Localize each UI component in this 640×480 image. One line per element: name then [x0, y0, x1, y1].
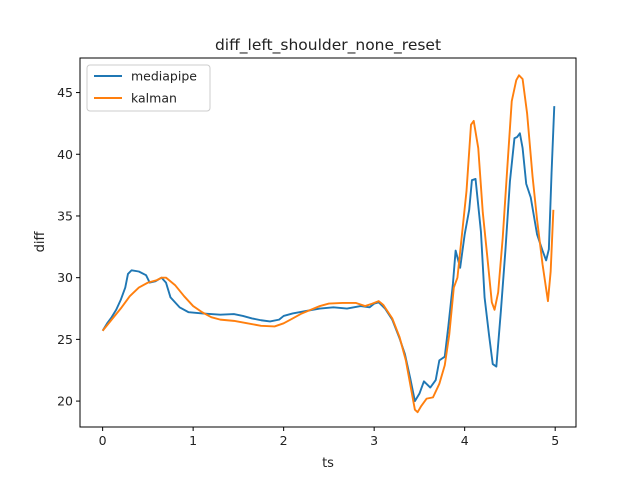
- legend-label-mediapipe: mediapipe: [131, 69, 197, 84]
- x-tick-label: 3: [370, 433, 378, 448]
- y-tick-label: 20: [57, 394, 73, 409]
- x-axis: 0 1 2 3 4 5: [99, 427, 559, 448]
- y-tick-label: 35: [57, 208, 73, 223]
- series-line-kalman: [101, 74, 555, 414]
- x-tick-label: 0: [99, 433, 107, 448]
- y-tick-label: 40: [57, 147, 73, 162]
- plot-frame: [79, 57, 577, 428]
- y-tick-label: 25: [57, 332, 73, 347]
- legend-label-kalman: kalman: [131, 91, 177, 106]
- chart-title: diff_left_shoulder_none_reset: [215, 36, 441, 55]
- y-tick-label: 45: [57, 85, 73, 100]
- legend: mediapipe kalman: [86, 64, 211, 112]
- x-tick-label: 5: [551, 433, 559, 448]
- x-tick-label: 2: [280, 433, 288, 448]
- y-axis-label: diff: [33, 231, 48, 253]
- x-tick-label: 1: [189, 433, 197, 448]
- y-axis: 20 25 30 35 40 45: [57, 85, 80, 409]
- plot-area: [101, 74, 556, 414]
- x-tick-label: 4: [461, 433, 469, 448]
- x-axis-label: ts: [322, 456, 334, 471]
- y-tick-label: 30: [57, 270, 73, 285]
